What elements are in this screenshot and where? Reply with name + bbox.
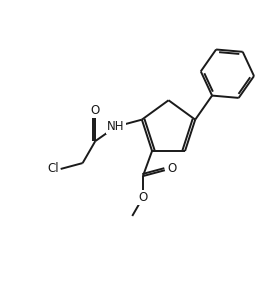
Text: O: O	[138, 191, 148, 204]
Text: O: O	[167, 162, 176, 175]
Text: NH: NH	[107, 120, 125, 133]
Text: Cl: Cl	[48, 162, 59, 175]
Text: O: O	[91, 104, 100, 117]
